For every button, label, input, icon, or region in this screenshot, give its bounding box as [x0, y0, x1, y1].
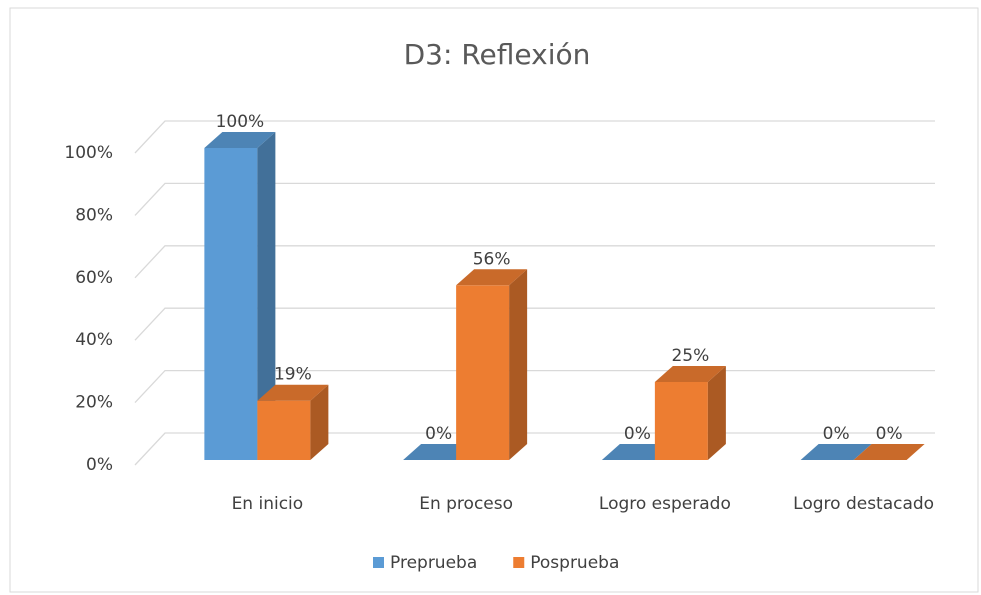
- x-tick-label: En proceso: [419, 494, 513, 514]
- y-tick-label: 80%: [75, 205, 113, 225]
- grid-line: [134, 120, 935, 154]
- y-tick-label: 60%: [75, 268, 113, 288]
- bar: [257, 384, 329, 460]
- x-tick-label: Logro esperado: [599, 494, 731, 514]
- bar: [654, 366, 726, 460]
- y-tick-label: 100%: [64, 143, 113, 163]
- bar: [800, 444, 872, 460]
- legend-swatch: [373, 557, 384, 568]
- bar-top: [853, 444, 925, 460]
- legend-label: Posprueba: [530, 553, 619, 573]
- bar-top: [257, 384, 329, 401]
- data-label: 0%: [624, 424, 651, 444]
- bar-top: [654, 366, 726, 382]
- y-tick-label: 0%: [86, 455, 113, 475]
- y-tick-label: 20%: [75, 393, 113, 413]
- data-label: 0%: [823, 424, 850, 444]
- bar: [456, 269, 528, 460]
- bar-top: [800, 444, 872, 460]
- bar-side: [257, 132, 276, 460]
- chart-title: D3: Reflexión: [404, 38, 591, 71]
- bar-side: [310, 384, 329, 460]
- x-tick-label: Logro destacado: [793, 494, 934, 514]
- data-label: 25%: [671, 346, 709, 366]
- bar-front: [456, 285, 510, 460]
- x-tick-label: En inicio: [232, 494, 304, 514]
- y-tick-label: 40%: [75, 330, 113, 350]
- data-label: 0%: [876, 424, 903, 444]
- data-label: 56%: [473, 249, 511, 269]
- data-label: 100%: [216, 112, 265, 132]
- bar-top: [204, 132, 276, 148]
- grid-line: [134, 307, 935, 341]
- bar-side: [707, 366, 726, 460]
- data-label: 0%: [425, 424, 452, 444]
- bar-front: [257, 400, 311, 460]
- bar-side: [509, 269, 528, 460]
- grid-line: [134, 182, 935, 216]
- grid-line: [134, 245, 935, 279]
- bar: [204, 132, 276, 460]
- data-label: 19%: [274, 365, 312, 385]
- bar-front: [204, 148, 258, 460]
- legend-label: Preprueba: [390, 553, 477, 573]
- bar-front: [654, 382, 708, 460]
- legend-swatch: [513, 557, 525, 568]
- bar-top: [456, 269, 528, 286]
- bar: [853, 444, 925, 460]
